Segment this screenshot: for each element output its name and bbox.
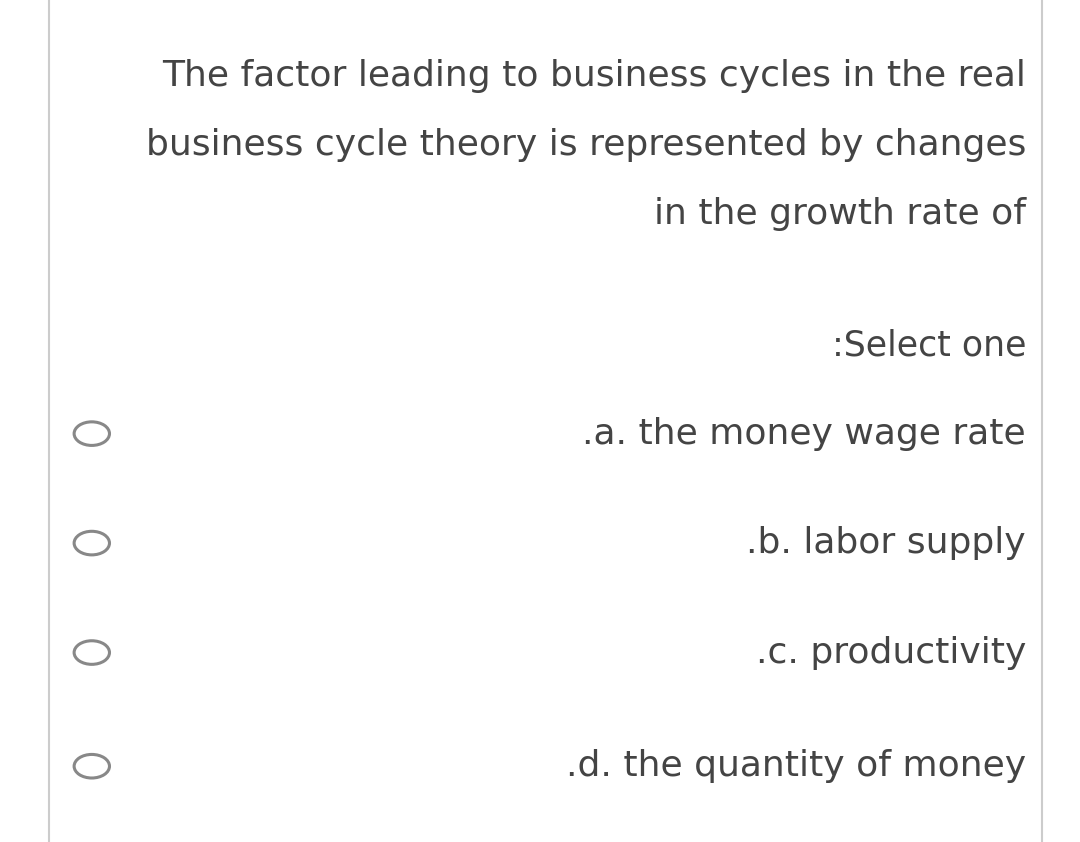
Text: .a. the money wage rate: .a. the money wage rate xyxy=(582,417,1026,450)
Text: The factor leading to business cycles in the real: The factor leading to business cycles in… xyxy=(162,59,1026,93)
Text: :Select one: :Select one xyxy=(832,328,1026,362)
Text: in the growth rate of: in the growth rate of xyxy=(654,197,1026,231)
Text: .c. productivity: .c. productivity xyxy=(756,636,1026,669)
Text: .d. the quantity of money: .d. the quantity of money xyxy=(566,749,1026,783)
Text: business cycle theory is represented by changes: business cycle theory is represented by … xyxy=(146,128,1026,162)
Text: .b. labor supply: .b. labor supply xyxy=(746,526,1026,560)
